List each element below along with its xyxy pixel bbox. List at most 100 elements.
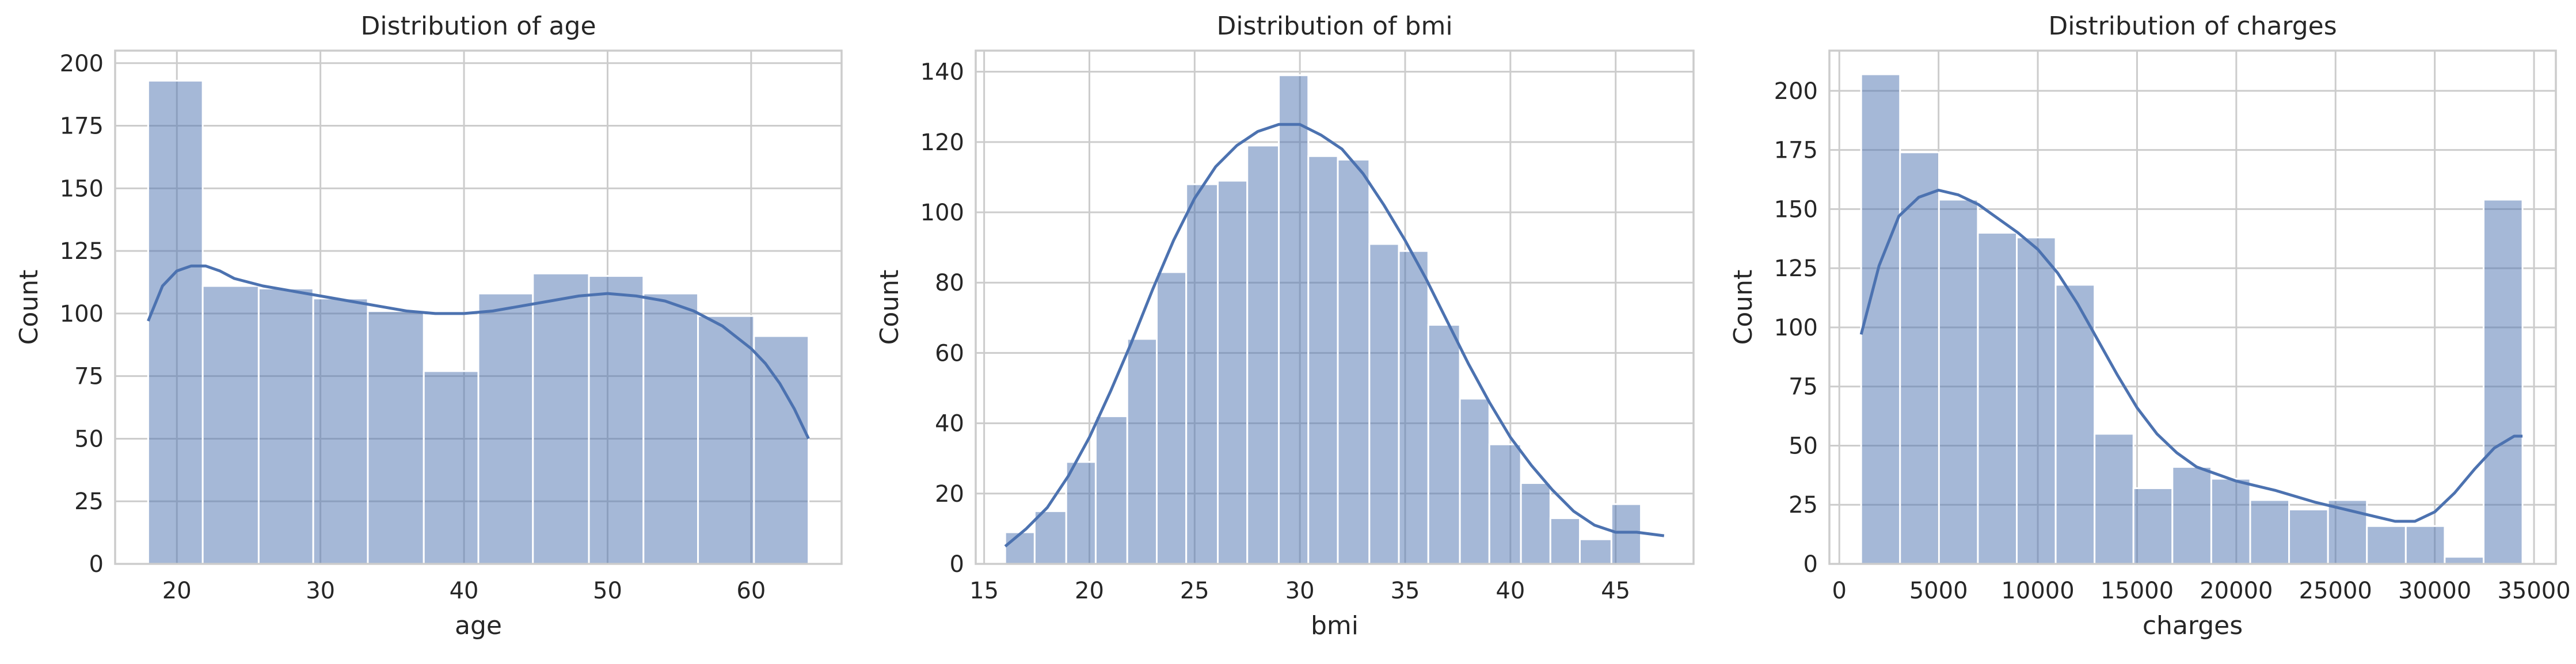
histogram-bar [2249,499,2290,565]
x-axis-label: charges [2143,611,2243,640]
histogram-bar [532,272,590,565]
histogram-bar [1094,415,1128,565]
y-tick-label: 50 [1789,433,1818,459]
y-tick-label: 175 [60,113,104,140]
age-histogram-panel: 20 30 40 50 60 0 25 50 75 100 125 150 175 200 Distribu… [14,12,843,640]
histogram-bar [1337,158,1371,565]
x-tick-label: 15 [969,578,999,604]
histogram-bar [2444,556,2484,565]
bmi-histogram-panel: 15 20 25 30 35 40 45 0 20 40 60 80 100 120 140 Distribu… [875,12,1695,640]
chart-title: Distribution of charges [2048,12,2337,41]
histogram-bar [1459,398,1490,565]
x-tick-label: 30 [306,578,335,604]
y-tick-label: 0 [1803,551,1818,578]
x-tick-label: 30 [1285,578,1315,604]
kde-curve [1004,123,1665,548]
y-tick-label: 100 [60,301,104,327]
y-tick-label: 25 [74,489,104,515]
x-tick-label: 5000 [1909,578,1968,604]
histogram-bar [1307,155,1339,565]
x-tick-label: 60 [736,578,766,604]
histogram-bar [201,285,260,565]
histogram-bar [1278,74,1310,565]
histogram-bar [1549,517,1581,565]
y-tick-label: 80 [935,270,964,296]
histogram-bar [642,292,699,565]
histogram-bar [1004,531,1036,565]
histogram-bar [1185,183,1219,565]
histogram-bar [1488,443,1522,565]
histogram-bar [2094,433,2134,565]
kde-curve [1859,189,2523,523]
histogram-bar [2210,478,2251,565]
x-axis-label: age [455,611,502,640]
histogram-bar [1065,461,1097,565]
histogram-bar [1977,232,2018,565]
histogram-bar [1246,144,1280,565]
histogram-bar [1368,243,1400,565]
histogram-bar [2171,465,2212,565]
y-tick-label: 50 [74,426,104,452]
y-tick-label: 25 [1789,492,1818,518]
histogram-bar [1938,199,1979,565]
y-tick-label: 175 [1774,138,1818,164]
y-tick-label: 120 [920,129,964,156]
y-tick-label: 40 [935,411,964,437]
histogram-bar [2288,508,2329,565]
histogram-bar [367,310,425,565]
x-tick-label: 20 [162,578,192,604]
histogram-bar [753,335,810,565]
x-tick-label: 30000 [2398,578,2471,604]
histogram-bar [2054,284,2096,565]
x-tick-label: 25 [1180,578,1209,604]
histogram-bar [1520,482,1551,565]
y-tick-label: 0 [950,551,964,578]
histogram-bar [1033,510,1067,565]
x-tick-label: 35 [1391,578,1420,604]
x-tick-label: 20 [1075,578,1104,604]
x-tick-label: 40 [1496,578,1525,604]
histogram-bar [1610,503,1642,565]
y-tick-label: 20 [935,481,964,507]
x-tick-label: 15000 [2101,578,2174,604]
y-tick-label: 125 [1774,255,1818,282]
y-tick-label: 60 [935,340,964,367]
histogram-bar [2482,199,2524,565]
histogram-bar [2132,487,2174,565]
charges-histogram-panel: 0 5000 10000 15000 20000 25000 30000 35000 0 25 50… [1729,12,2571,640]
histogram-bar [1579,538,1612,565]
y-tick-label: 150 [1774,196,1818,223]
x-tick-label: 50 [593,578,622,604]
plot-frame [1828,49,2557,565]
x-tick-label: 45 [1601,578,1630,604]
x-tick-label: 20000 [2200,578,2273,604]
kde-curve [147,264,810,440]
plot-frame [114,49,843,565]
histogram-bar [477,292,534,565]
histogram-bar [1860,73,1901,565]
chart-title: Distribution of age [360,12,596,41]
histogram-bar [1217,180,1249,565]
y-tick-label: 100 [920,200,964,226]
y-tick-label: 75 [74,364,104,390]
histogram-bar [1427,324,1461,565]
histogram-bar [147,79,204,565]
y-tick-label: 100 [1774,315,1818,341]
y-tick-label: 0 [89,551,104,578]
chart-title: Distribution of bmi [1216,12,1452,41]
histogram-bar [1899,151,1940,565]
histogram-bar [2015,236,2057,565]
x-tick-label: 40 [450,578,479,604]
histogram-bar [1155,271,1188,565]
histogram-bar [697,315,755,565]
x-tick-label: 10000 [2001,578,2074,604]
y-tick-label: 140 [920,59,964,86]
histogram-bar [423,370,480,565]
y-tick-label: 150 [60,175,104,202]
y-tick-label: 125 [60,238,104,265]
y-tick-label: 75 [1789,374,1818,400]
y-tick-label: 200 [60,51,104,77]
histogram-bar [2404,525,2446,565]
histogram-bar [2366,525,2407,565]
